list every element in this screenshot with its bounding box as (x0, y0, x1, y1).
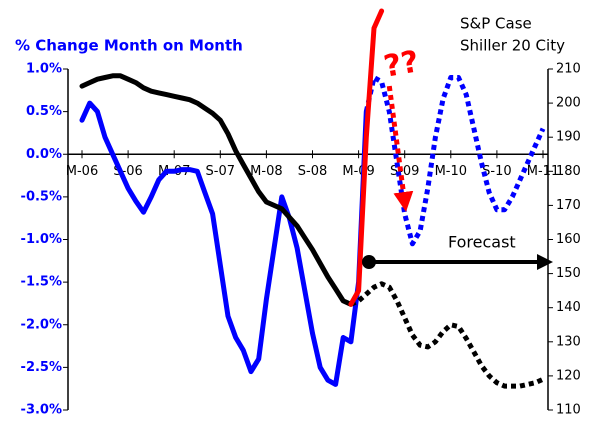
series-line (79, 73, 354, 307)
x-tick-label: M-08 (250, 164, 282, 179)
y2-tick-label: 190 (556, 130, 581, 145)
x-tick-label: M-06 (66, 164, 98, 179)
x-tick-label: S-10 (482, 164, 512, 179)
y2-tick-label: 120 (556, 368, 581, 383)
y2-tick-label: 200 (556, 96, 581, 111)
series-line (363, 75, 546, 247)
x-tick-label: S-07 (206, 164, 236, 179)
x-tick-label: M-09 (342, 164, 374, 179)
y-tick-label: -3.0% (21, 403, 62, 418)
forecast-dot (362, 255, 376, 269)
series-line (79, 100, 369, 387)
y2-tick-label: 140 (556, 300, 581, 315)
x-tick-label: M-11 (527, 164, 559, 179)
series-line (348, 8, 385, 307)
y-tick-label: 1.0% (26, 62, 62, 77)
y2-tick-label: 130 (556, 334, 581, 349)
y-tick-label: -1.0% (21, 232, 62, 247)
annotation: ?? (381, 44, 421, 85)
y2-tick-label: 180 (556, 164, 581, 179)
y2-axis-title: Shiller 20 City (460, 37, 565, 55)
y2-tick-label: 160 (556, 232, 581, 247)
series-line (349, 281, 545, 389)
y2-tick-label: 210 (556, 62, 581, 77)
y2-tick-label: 110 (556, 403, 581, 418)
x-tick-label: S-08 (298, 164, 328, 179)
y-axis-title: % Change Month on Month (15, 37, 243, 55)
y2-axis-title: S&P Case (460, 15, 532, 33)
annotation: Forecast (448, 233, 516, 252)
y-tick-label: -1.5% (21, 275, 62, 290)
series-line (386, 85, 414, 212)
y2-tick-label: 150 (556, 266, 581, 281)
x-tick-label: S-09 (390, 164, 420, 179)
y-tick-label: -2.5% (21, 360, 62, 375)
y-tick-label: -0.5% (21, 189, 62, 204)
y2-tick-label: 170 (556, 198, 581, 213)
x-tick-label: M-10 (435, 164, 467, 179)
y-tick-label: 0.0% (26, 147, 62, 162)
y-tick-label: 0.5% (26, 104, 62, 119)
y-tick-label: -2.0% (21, 317, 62, 332)
